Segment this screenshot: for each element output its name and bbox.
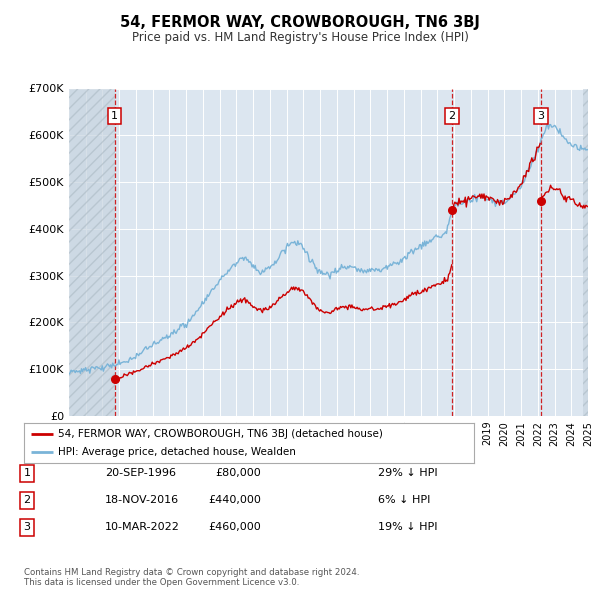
Text: 1: 1 xyxy=(23,468,31,478)
Bar xyxy=(583,88,588,416)
Text: 1: 1 xyxy=(111,112,118,122)
Text: 10-MAR-2022: 10-MAR-2022 xyxy=(105,523,180,532)
Text: £80,000: £80,000 xyxy=(215,468,261,478)
Text: £440,000: £440,000 xyxy=(208,496,261,505)
Text: £460,000: £460,000 xyxy=(208,523,261,532)
Text: 20-SEP-1996: 20-SEP-1996 xyxy=(105,468,176,478)
Text: 2: 2 xyxy=(448,112,455,122)
Text: 29% ↓ HPI: 29% ↓ HPI xyxy=(378,468,437,478)
Text: HPI: Average price, detached house, Wealden: HPI: Average price, detached house, Weal… xyxy=(58,447,296,457)
Text: 54, FERMOR WAY, CROWBOROUGH, TN6 3BJ: 54, FERMOR WAY, CROWBOROUGH, TN6 3BJ xyxy=(120,15,480,30)
Text: 2: 2 xyxy=(23,496,31,505)
Text: 19% ↓ HPI: 19% ↓ HPI xyxy=(378,523,437,532)
Text: Price paid vs. HM Land Registry's House Price Index (HPI): Price paid vs. HM Land Registry's House … xyxy=(131,31,469,44)
Text: 3: 3 xyxy=(23,523,31,532)
Text: 18-NOV-2016: 18-NOV-2016 xyxy=(105,496,179,505)
Text: Contains HM Land Registry data © Crown copyright and database right 2024.
This d: Contains HM Land Registry data © Crown c… xyxy=(24,568,359,587)
Bar xyxy=(69,88,115,416)
Text: 3: 3 xyxy=(538,112,545,122)
Text: 6% ↓ HPI: 6% ↓ HPI xyxy=(378,496,430,505)
Text: 54, FERMOR WAY, CROWBOROUGH, TN6 3BJ (detached house): 54, FERMOR WAY, CROWBOROUGH, TN6 3BJ (de… xyxy=(58,429,383,439)
